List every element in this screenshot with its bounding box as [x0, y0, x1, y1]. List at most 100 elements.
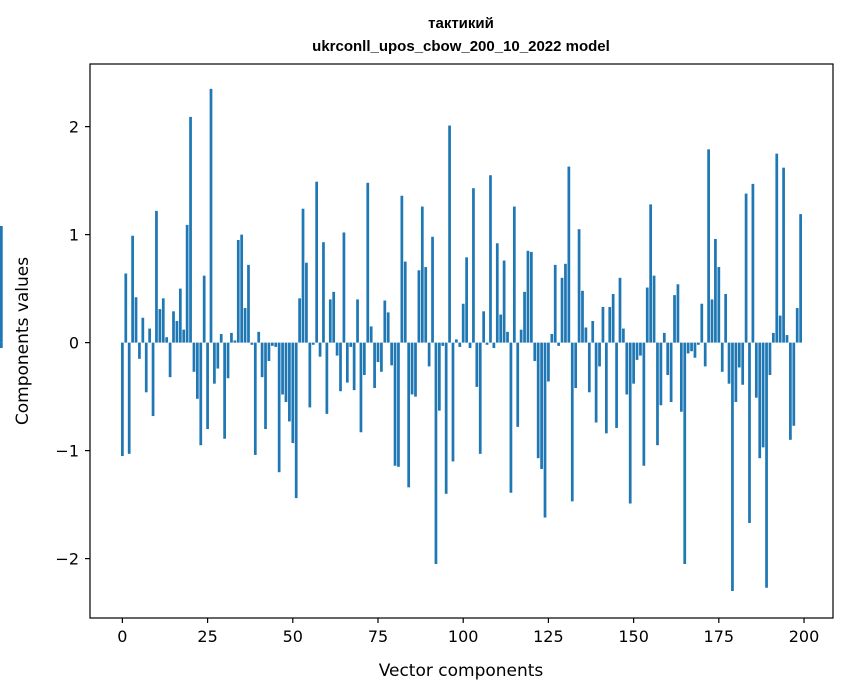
bar: [270, 342, 274, 346]
bar: [431, 236, 434, 343]
bar: [417, 270, 421, 343]
x-tick-label: 50: [283, 627, 303, 646]
bar: [502, 260, 506, 343]
bar: [673, 295, 676, 343]
bar: [298, 298, 301, 343]
bar: [683, 342, 687, 564]
bar: [131, 235, 134, 343]
bar: [189, 116, 192, 343]
bar: [366, 182, 370, 343]
bars-group: [0, 88, 802, 591]
bar: [359, 342, 363, 433]
bar: [247, 264, 250, 343]
bar: [311, 342, 315, 345]
y-axis-ticks: −2 −1 0 1 2: [55, 118, 90, 569]
bar: [506, 331, 509, 343]
bar: [478, 342, 482, 454]
bar: [543, 342, 547, 518]
bar: [294, 342, 298, 499]
bar: [213, 342, 216, 384]
x-tick-label: 75: [368, 627, 388, 646]
bar: [363, 342, 366, 376]
bar: [458, 342, 462, 347]
bar: [339, 342, 342, 392]
bar: [250, 342, 254, 345]
bar: [693, 342, 697, 358]
bar: [700, 303, 704, 343]
bar: [570, 342, 574, 502]
bar: [765, 342, 768, 588]
bar: [635, 342, 639, 360]
bar: [230, 332, 233, 343]
bar: [564, 263, 567, 343]
bar: [427, 342, 431, 367]
bar: [601, 306, 605, 343]
bar: [676, 284, 680, 343]
bar: [758, 342, 762, 459]
bar: [178, 288, 182, 343]
bar: [240, 234, 244, 343]
bar: [707, 149, 710, 343]
bar: [679, 342, 683, 412]
bar: [386, 312, 390, 343]
bar: [192, 342, 196, 372]
chart-subtitle: ukrconll_upos_cbow_200_10_2022 model: [312, 38, 610, 55]
bar: [151, 342, 155, 417]
bar: [495, 243, 499, 343]
bar: [400, 195, 404, 343]
bar: [182, 329, 186, 343]
bar: [349, 342, 353, 347]
bar: [196, 342, 199, 399]
bar: [645, 287, 649, 343]
y-tick-label: −2: [55, 550, 79, 569]
bar: [158, 309, 162, 343]
bar: [724, 294, 728, 343]
bar: [666, 342, 670, 376]
bar: [461, 303, 465, 343]
bar: [492, 342, 496, 349]
bar: [393, 342, 397, 466]
bar: [625, 342, 629, 395]
bar: [325, 342, 329, 414]
bar: [519, 329, 523, 343]
bar: [472, 188, 475, 343]
bar: [659, 342, 663, 406]
bar: [523, 291, 526, 343]
bar: [611, 294, 615, 343]
bar: [748, 342, 751, 523]
bar: [604, 342, 608, 434]
bar: [318, 342, 322, 357]
bar: [380, 342, 383, 372]
bar: [175, 321, 179, 343]
bar: [468, 342, 472, 349]
bar: [369, 326, 373, 343]
bar: [441, 342, 445, 346]
bar: [315, 181, 319, 343]
bar: [148, 328, 152, 343]
bar: [0, 225, 3, 343]
bar: [437, 342, 441, 411]
bar: [390, 342, 393, 366]
bar: [121, 342, 124, 457]
bar: [536, 342, 540, 459]
bar: [632, 342, 635, 384]
bar: [557, 342, 560, 346]
bar: [373, 342, 376, 388]
bar: [155, 210, 158, 343]
bar: [352, 342, 356, 391]
bar: [567, 166, 571, 343]
bar: [710, 299, 714, 343]
bar: [277, 342, 281, 473]
bar: [482, 311, 486, 343]
bar: [260, 342, 264, 378]
bar: [553, 264, 557, 343]
y-tick-label: 0: [69, 334, 79, 353]
bar: [414, 342, 417, 397]
bar: [451, 342, 455, 462]
bar: [141, 317, 145, 343]
bar: [206, 342, 209, 430]
bar: [243, 308, 247, 343]
bar: [403, 261, 407, 343]
